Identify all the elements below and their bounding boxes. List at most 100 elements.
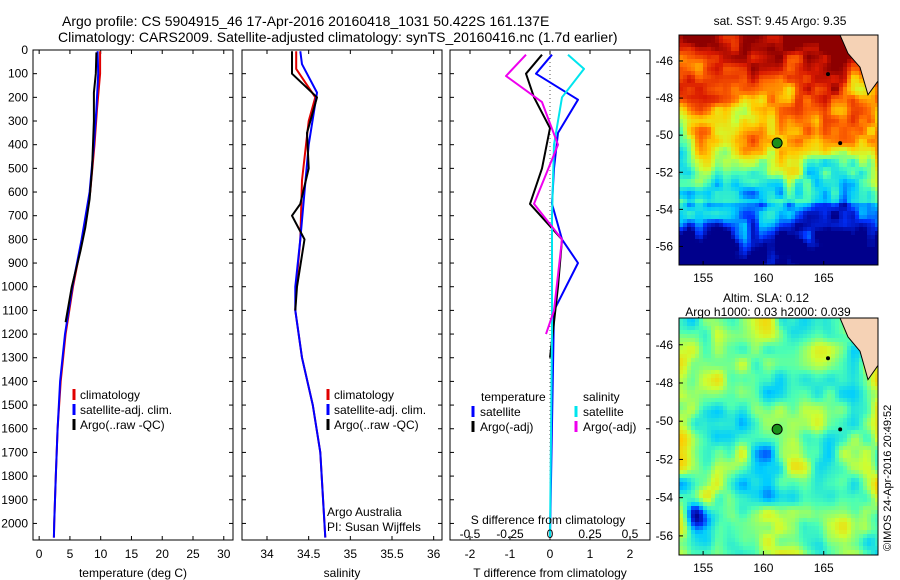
map-y-tick-label: -48 — [656, 91, 674, 105]
argo-float-marker — [771, 423, 783, 435]
legend-label: temperature — [481, 390, 546, 404]
sst-map — [678, 34, 879, 266]
map-y-tick-label: -52 — [656, 452, 674, 466]
map-y-tick-label: -56 — [656, 239, 674, 253]
y-tick-label: 1900 — [1, 493, 28, 507]
y-tick-label: 1500 — [1, 398, 28, 412]
map-y-tick-label: -48 — [656, 376, 674, 390]
land-shape — [839, 318, 878, 381]
series-line — [64, 52, 98, 323]
legend-label: satellite-adj. clim. — [80, 403, 172, 417]
difference-profile-series — [505, 53, 585, 538]
island-marker — [838, 141, 843, 146]
y-tick-label: 2000 — [1, 516, 28, 530]
island-marker — [826, 356, 830, 361]
sla-map — [678, 317, 879, 556]
x-axis-label: salinity — [324, 566, 361, 580]
temperature-profile-series — [52, 51, 102, 538]
top-tick-label: -0.25 — [496, 527, 524, 541]
copyright-text: ©IMOS 24-Apr-2016 20:49:52 — [882, 405, 894, 551]
temperature-profile-panel — [32, 49, 234, 541]
x-tick-label: 5 — [67, 547, 74, 561]
map-y-tick-label: -54 — [656, 202, 674, 216]
difference-profile-panel — [449, 49, 651, 541]
x-tick-label: -1 — [505, 547, 516, 561]
legend-label: climatology — [80, 388, 140, 402]
x-tick-label: 2 — [627, 547, 634, 561]
map-y-tick-label: -50 — [656, 414, 674, 428]
y-tick-label: 1700 — [1, 445, 28, 459]
map-y-tick-label: -46 — [656, 338, 674, 352]
argo-float-marker — [771, 137, 783, 149]
map-x-tick-label: 165 — [814, 561, 834, 575]
credit-pi: PI: Susan Wijffels — [327, 520, 421, 534]
map-y-tick-label: -50 — [656, 128, 674, 142]
credit-org: Argo Australia — [327, 505, 402, 519]
legend-label: climatology — [334, 388, 394, 402]
x-axis-label: temperature (deg C) — [79, 566, 187, 580]
series-line — [294, 51, 327, 538]
sst-map-title: sat. SST: 9.45 Argo: 9.35 — [714, 14, 847, 28]
map-y-tick-label: -52 — [656, 165, 674, 179]
sla-map-frame — [678, 317, 879, 556]
y-tick-label: 800 — [8, 232, 28, 246]
sst-map-frame — [678, 34, 879, 266]
y-tick-label: 1300 — [1, 351, 28, 365]
legend-label: Argo(..raw -QC) — [80, 418, 165, 432]
sla-map-subtitle: Argo h1000: 0.03 h2000: 0.039 — [685, 305, 851, 319]
map-x-tick-label: 155 — [693, 561, 713, 575]
y-tick-label: 400 — [8, 138, 28, 152]
top-tick-label: 0 — [547, 527, 554, 541]
map-y-tick-label: -56 — [656, 529, 674, 543]
salinity-profile-panel — [241, 49, 443, 541]
map-y-tick-label: -46 — [656, 54, 674, 68]
map-x-tick-label: 155 — [693, 271, 713, 285]
y-tick-label: 1400 — [1, 374, 28, 388]
y-tick-label: 1000 — [1, 280, 28, 294]
x-tick-label: -2 — [465, 547, 476, 561]
title-line-1: Argo profile: CS 5904915_46 17-Apr-2016 … — [62, 13, 550, 29]
series-line — [505, 54, 563, 335]
map-x-tick-label: 160 — [753, 561, 773, 575]
series-line — [549, 53, 585, 538]
legend-label: satellite — [480, 405, 521, 419]
x-tick-label: 25 — [186, 547, 200, 561]
x-tick-label: 34 — [260, 547, 274, 561]
top-tick-label: -0.5 — [460, 527, 481, 541]
x-tick-label: 0 — [547, 547, 554, 561]
map-x-tick-label: 160 — [753, 271, 773, 285]
y-tick-label: 900 — [8, 256, 28, 270]
y-tick-label: 600 — [8, 185, 28, 199]
map-y-tick-label: -54 — [656, 491, 674, 505]
x-axis-label: T difference from climatology — [473, 566, 627, 580]
y-tick-label: 1100 — [2, 303, 28, 317]
legend-label: satellite-adj. clim. — [334, 403, 426, 417]
y-tick-label: 1600 — [1, 422, 28, 436]
x-tick-label: 36 — [427, 547, 441, 561]
x-tick-label: 35 — [344, 547, 358, 561]
salinity-profile-series — [291, 51, 327, 538]
temperature-profile-frame — [32, 49, 234, 541]
y-tick-label: 300 — [8, 114, 28, 128]
x-tick-label: 15 — [125, 547, 139, 561]
y-tick-label: 700 — [8, 209, 28, 223]
y-tick-label: 500 — [8, 161, 28, 175]
legend-label: Argo(-adj) — [583, 420, 636, 434]
y-tick-label: 0 — [21, 43, 28, 57]
map-x-tick-label: 165 — [814, 271, 834, 285]
y-tick-label: 1800 — [1, 469, 28, 483]
x-tick-label: 35.5 — [380, 547, 404, 561]
x-tick-label: 20 — [156, 547, 170, 561]
legend-label: Argo(-adj) — [480, 420, 533, 434]
legend-label: satellite — [583, 405, 624, 419]
y-tick-label: 200 — [8, 90, 28, 104]
x-tick-label: 1 — [587, 547, 594, 561]
sla-map-field — [679, 318, 878, 555]
x-tick-label: 30 — [217, 547, 231, 561]
top-axis-label: S difference from climatology — [471, 513, 626, 527]
salinity-profile-frame — [241, 49, 443, 541]
title-line-2: Climatology: CARS2009. Satellite-adjuste… — [58, 29, 618, 45]
x-tick-label: 10 — [94, 547, 108, 561]
x-tick-label: 34.5 — [297, 547, 321, 561]
